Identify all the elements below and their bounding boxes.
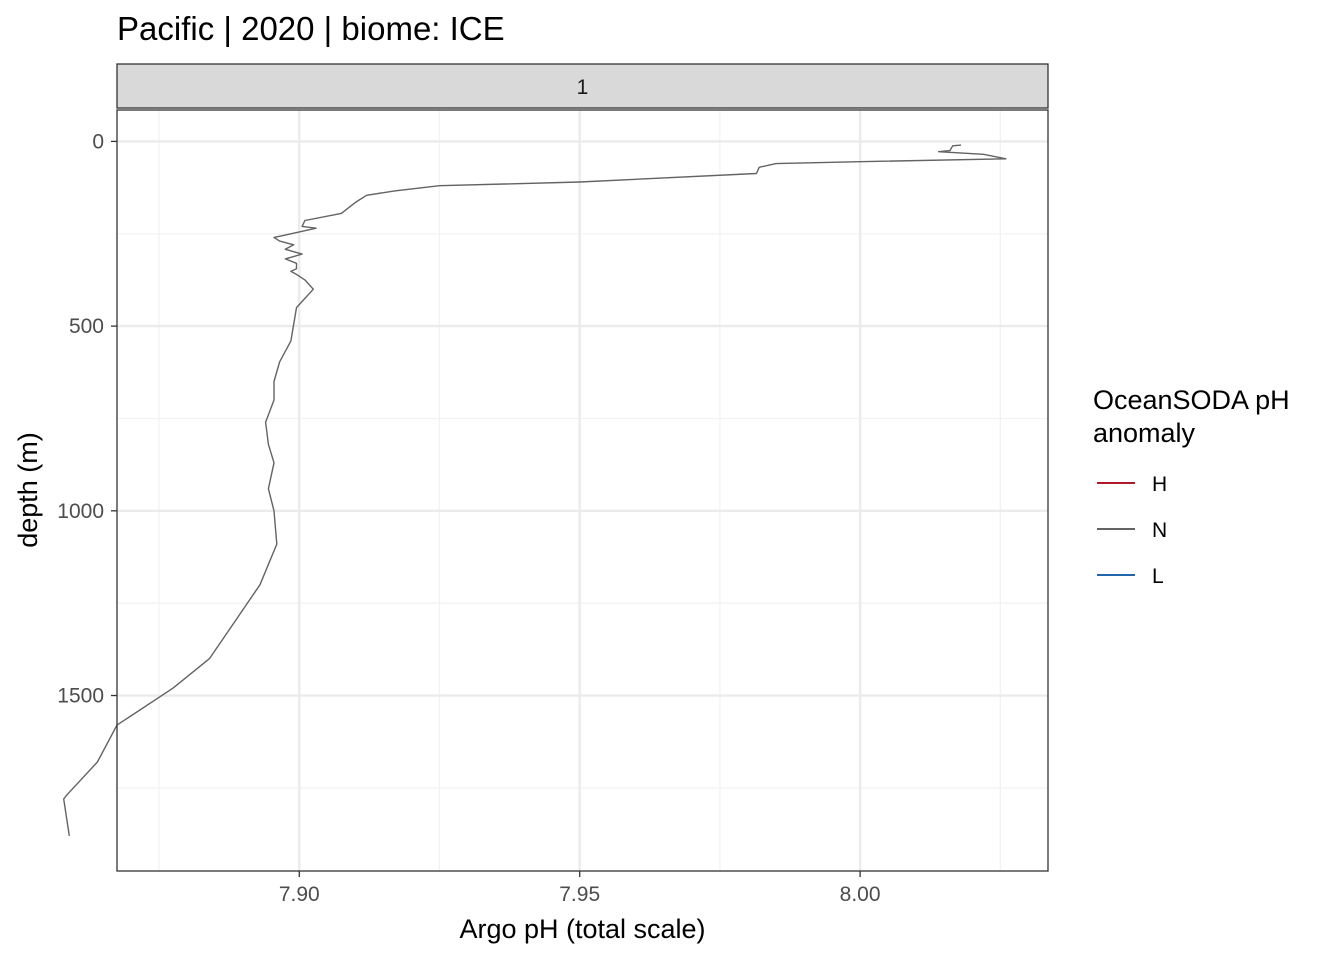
y-tick-label: 1500	[57, 685, 104, 708]
legend-label-L: L	[1152, 565, 1164, 588]
legend-title-line-1: OceanSODA pH	[1093, 385, 1290, 415]
legend-title-line-2: anomaly	[1093, 418, 1196, 448]
facet-strip-label: 1	[577, 76, 589, 99]
y-axis: 0 500 1000 1500	[57, 130, 117, 708]
y-axis-title: depth (m)	[13, 432, 43, 548]
legend-label-H: H	[1152, 473, 1167, 496]
plot-panel	[117, 110, 1048, 871]
chart-title: Pacific | 2020 | biome: ICE	[117, 10, 505, 47]
y-tick-label: 0	[92, 130, 104, 153]
x-tick-label: 7.95	[559, 883, 600, 906]
y-tick-label: 1000	[57, 500, 104, 523]
y-tick-label: 500	[69, 315, 104, 338]
grid-lines	[117, 110, 1048, 871]
x-tick-label: 7.90	[279, 883, 320, 906]
x-axis-title: Argo pH (total scale)	[459, 914, 705, 944]
plot-panel-border	[116, 109, 1049, 872]
legend-entries: HNL	[1097, 473, 1167, 588]
x-axis: 7.90 7.95 8.00	[279, 871, 881, 906]
x-tick-label: 8.00	[840, 883, 881, 906]
data-layer	[63, 144, 1007, 837]
legend-title: OceanSODA pH anomaly	[1093, 385, 1297, 448]
series-line-N	[63, 144, 1007, 837]
legend: OceanSODA pH anomaly HNL	[1093, 385, 1297, 588]
legend-label-N: N	[1152, 519, 1167, 542]
facet-strip	[116, 63, 1049, 109]
